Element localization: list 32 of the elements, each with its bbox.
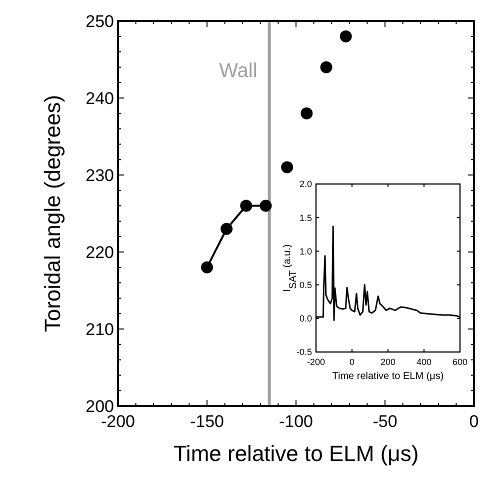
x-tick-label: 400 [416, 357, 432, 367]
x-tick-label: -200 [306, 357, 326, 367]
x-tick-label: -100 [278, 412, 314, 431]
point [340, 30, 352, 42]
point [220, 222, 233, 235]
y-axis-title: Toroidal angle (degrees) [40, 94, 65, 332]
y-tick-label: 1.5 [299, 212, 312, 223]
y-tick-label: 220 [86, 242, 114, 262]
x-axis-title: Time relative to ELM (μs) [173, 441, 419, 466]
ref-line-label: Wall [219, 60, 258, 82]
point [240, 200, 252, 212]
x-tick-label: -50 [372, 412, 398, 431]
y-tick-label: 210 [86, 320, 114, 339]
y-tick-label: 2.0 [299, 179, 312, 190]
x-axis-title: Time relative to ELM (μs) [332, 371, 444, 382]
y-tick-label: 0.5 [299, 280, 312, 290]
point [320, 61, 332, 74]
y-tick-label: 0.0 [299, 314, 312, 324]
y-tick-label: 1.0 [299, 246, 312, 256]
point [300, 107, 313, 120]
y-tick-label: 240 [86, 88, 114, 108]
x-tick-label: 0 [469, 412, 479, 431]
y-tick-label: 250 [86, 12, 114, 31]
x-tick-label: -150 [190, 412, 224, 431]
y-tick-label: -0.5 [296, 347, 312, 358]
point [281, 161, 294, 174]
x-tick-label: 600 [452, 357, 468, 367]
y-tick-label: 230 [86, 166, 114, 185]
x-tick-label: 200 [380, 357, 396, 367]
x-tick-label: 0 [349, 357, 355, 367]
point [260, 200, 272, 212]
point [201, 261, 213, 274]
